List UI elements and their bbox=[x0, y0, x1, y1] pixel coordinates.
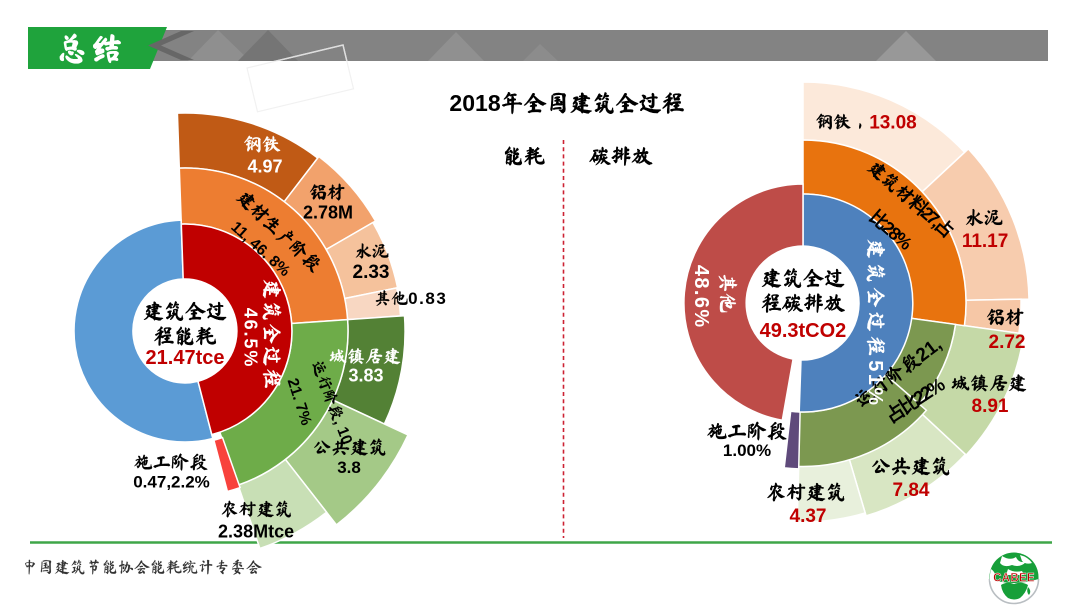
svg-text:11.17: 11.17 bbox=[962, 231, 1009, 252]
svg-text:1.00%: 1.00% bbox=[723, 441, 771, 460]
svg-text:2.33: 2.33 bbox=[353, 262, 390, 283]
svg-text:13.08: 13.08 bbox=[869, 112, 917, 133]
svg-text:7.84: 7.84 bbox=[893, 480, 930, 501]
svg-text:49.3tCO2: 49.3tCO2 bbox=[760, 320, 847, 342]
svg-text:4.97: 4.97 bbox=[248, 156, 283, 176]
svg-text:0.83: 0.83 bbox=[408, 289, 446, 308]
svg-text:CABEE: CABEE bbox=[993, 573, 1035, 585]
svg-text:21.47tce: 21.47tce bbox=[146, 347, 225, 369]
svg-text:3.8: 3.8 bbox=[337, 458, 361, 477]
svg-text:0.47,2.2%: 0.47,2.2% bbox=[133, 473, 210, 492]
svg-text:48.6%: 48.6% bbox=[690, 265, 712, 328]
svg-text:2.78M: 2.78M bbox=[303, 202, 353, 222]
svg-text:2.38Mtce: 2.38Mtce bbox=[218, 521, 294, 541]
svg-text:4.37: 4.37 bbox=[790, 506, 827, 527]
svg-text:2.72: 2.72 bbox=[989, 332, 1026, 353]
svg-text:2018: 2018 bbox=[449, 90, 500, 116]
svg-text:51%: 51% bbox=[864, 360, 886, 405]
svg-text:8.91: 8.91 bbox=[972, 396, 1009, 417]
svg-text:3.83: 3.83 bbox=[349, 365, 384, 385]
